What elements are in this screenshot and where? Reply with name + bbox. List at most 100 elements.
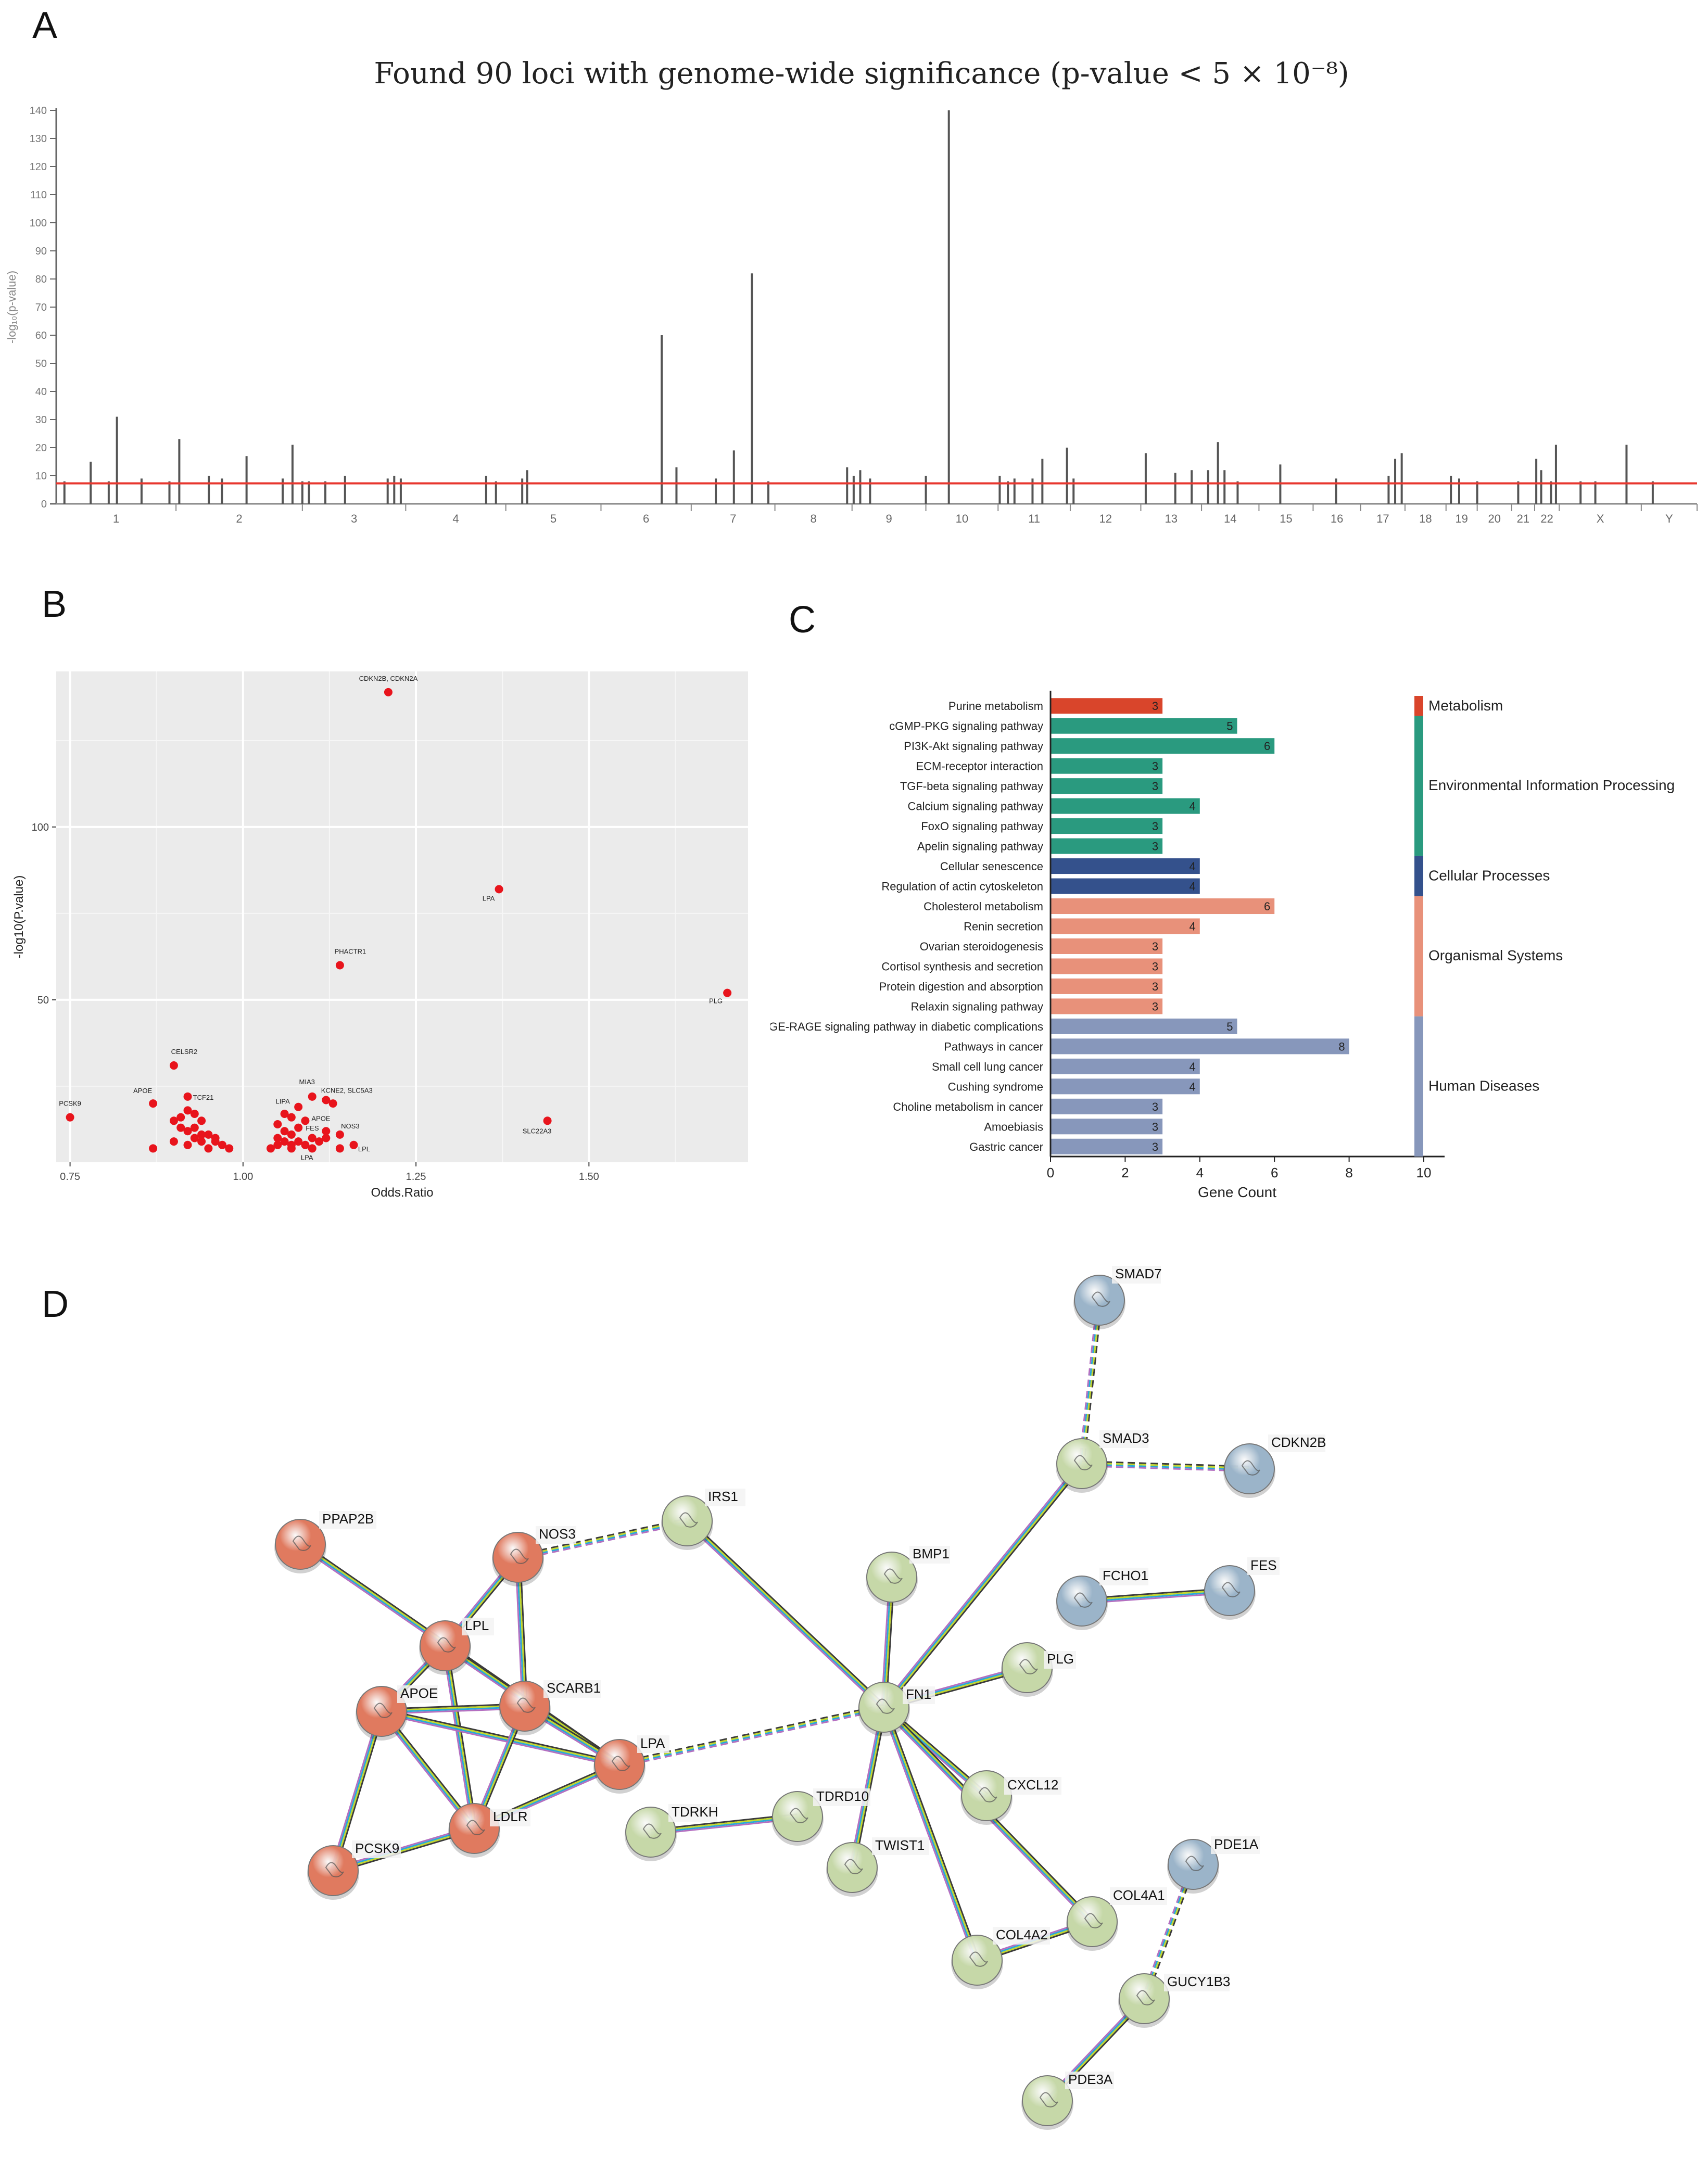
bar-choline-metabolism-in-cancer xyxy=(1051,1098,1163,1114)
y-tick-label: 120 xyxy=(30,161,47,173)
x-tick-label: 1.00 xyxy=(233,1171,253,1183)
point-label-kcne2-slc5a3: KCNE2, SLC5A3 xyxy=(321,1086,373,1094)
y-tick-label: 100 xyxy=(32,822,49,833)
data-point xyxy=(149,1144,158,1153)
bar-value-label: 3 xyxy=(1152,960,1158,973)
bar-value-label: 4 xyxy=(1190,1080,1196,1093)
data-point xyxy=(273,1120,282,1128)
data-point xyxy=(169,1116,178,1125)
chromosome-label-13: 13 xyxy=(1165,512,1178,525)
chromosome-label-17: 17 xyxy=(1376,512,1389,525)
data-point xyxy=(204,1130,213,1139)
category-label-small-cell-lung-cancer: Small cell lung cancer xyxy=(932,1060,1043,1073)
node-label-bg xyxy=(1065,2072,1114,2089)
group-strip-cellular-processes xyxy=(1414,856,1423,896)
data-point xyxy=(543,1116,552,1125)
chromosome-label-12: 12 xyxy=(1099,512,1111,525)
bar-value-label: 5 xyxy=(1226,1020,1233,1033)
data-point xyxy=(197,1130,206,1139)
data-point xyxy=(308,1092,317,1101)
chromosome-label-15: 15 xyxy=(1280,512,1292,525)
data-point xyxy=(197,1116,206,1125)
data-point xyxy=(301,1140,310,1149)
group-strip-metabolism xyxy=(1414,696,1423,716)
bar-purine-metabolism xyxy=(1051,698,1163,714)
data-point xyxy=(322,1096,331,1104)
data-point xyxy=(335,1130,344,1139)
chromosome-label-y: Y xyxy=(1665,512,1673,525)
group-label-cellular-processes: Cellular Processes xyxy=(1428,867,1550,883)
bar-cushing-syndrome xyxy=(1051,1078,1200,1095)
category-label-pathways-in-cancer: Pathways in cancer xyxy=(944,1040,1043,1053)
data-point xyxy=(211,1137,220,1146)
y-tick-label: 110 xyxy=(30,189,47,201)
chromosome-label-8: 8 xyxy=(811,512,817,525)
node-label-nos3: NOS3 xyxy=(539,1526,576,1542)
data-point xyxy=(183,1092,192,1101)
group-label-environmental-information-processing: Environmental Information Processing xyxy=(1428,777,1675,793)
node-label-bg xyxy=(490,1809,530,1826)
node-label-tdrkh: TDRKH xyxy=(672,1804,718,1820)
data-point xyxy=(294,1137,303,1146)
y-tick-label: 60 xyxy=(35,330,47,341)
y-tick-label: 130 xyxy=(30,133,47,145)
data-point xyxy=(384,688,393,696)
panel-label-d: D xyxy=(42,1284,69,1325)
node-label-fcho1: FCHO1 xyxy=(1103,1568,1148,1583)
bar-value-label: 3 xyxy=(1152,780,1158,793)
node-apoe xyxy=(356,1686,408,1741)
point-label-tcf21: TCF21 xyxy=(193,1094,214,1101)
node-label-plg: PLG xyxy=(1047,1651,1074,1667)
category-label-cgmp-pkg-signaling-pathway: cGMP-PKG signaling pathway xyxy=(889,720,1043,733)
point-label-plg: PLG xyxy=(709,997,723,1005)
bar-value-label: 6 xyxy=(1264,900,1270,913)
node-label-bg xyxy=(872,1837,929,1855)
node-label-fn1: FN1 xyxy=(906,1686,931,1702)
bar-value-label: 3 xyxy=(1152,1120,1158,1133)
node-label-bg xyxy=(536,1526,576,1544)
data-point xyxy=(287,1113,296,1122)
chromosome-label-18: 18 xyxy=(1419,512,1432,525)
data-point xyxy=(287,1144,296,1153)
chromosome-label-22: 22 xyxy=(1540,512,1553,525)
odds-ratio-scatter-plot: 0.75 1.00 1.25 1.50 50 100 Odds.Ratio -log10(P.… xyxy=(12,671,748,1200)
y-tick-label: 20 xyxy=(35,442,47,454)
bar-gastric-cancer xyxy=(1051,1138,1163,1154)
category-label-ovarian-steroidogenesis: Ovarian steroidogenesis xyxy=(920,940,1043,953)
node-tdrkh xyxy=(625,1807,677,1861)
bar-value-label: 3 xyxy=(1152,760,1158,773)
x-tick-label: 1.25 xyxy=(406,1171,426,1183)
data-point xyxy=(495,885,503,894)
group-strip-organismal-systems xyxy=(1414,896,1423,1017)
node-plg xyxy=(1001,1642,1053,1697)
x-tick-label: 10 xyxy=(1416,1165,1432,1180)
edge-fn1-twist1 xyxy=(849,1706,887,1869)
point-label-mia3: MIA3 xyxy=(299,1078,315,1086)
node-cxcl12 xyxy=(960,1770,1013,1825)
node-lpa xyxy=(593,1739,646,1794)
bar-ovarian-steroidogenesis xyxy=(1051,938,1163,954)
chromosome-label-21: 21 xyxy=(1517,512,1529,525)
data-point xyxy=(301,1116,310,1125)
point-label-lpa: LPA xyxy=(483,894,495,902)
bar-small-cell-lung-cancer xyxy=(1051,1058,1200,1074)
node-label-scarb1: SCARB1 xyxy=(547,1680,601,1696)
node-label-col4a1: COL4A1 xyxy=(1113,1887,1165,1903)
node-label-bg xyxy=(462,1618,494,1635)
node-label-pde3a: PDE3A xyxy=(1068,2072,1113,2087)
x-tick-label: 8 xyxy=(1345,1165,1352,1180)
bar-value-label: 4 xyxy=(1190,860,1196,873)
group-label-metabolism: Metabolism xyxy=(1428,697,1503,714)
bar-relaxin-signaling-pathway xyxy=(1051,998,1163,1014)
bar-value-label: 3 xyxy=(1152,700,1158,713)
data-point xyxy=(176,1123,185,1132)
category-label-cortisol-synthesis-and-secretion: Cortisol synthesis and secretion xyxy=(881,960,1043,973)
category-label-gastric-cancer: Gastric cancer xyxy=(969,1140,1043,1153)
bar-cellular-senescence xyxy=(1051,858,1200,874)
data-point xyxy=(315,1137,324,1146)
data-point xyxy=(190,1110,199,1119)
edge-fn1-col4a2 xyxy=(881,1706,980,1962)
node-scarb1 xyxy=(499,1681,551,1735)
panel-label-b: B xyxy=(42,583,67,625)
data-point xyxy=(294,1102,303,1111)
